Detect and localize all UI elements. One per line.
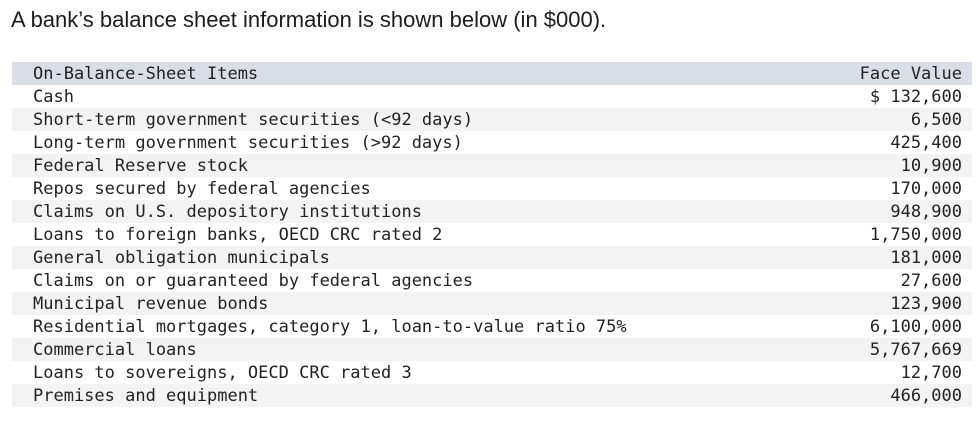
row-value: 12,700 <box>900 362 962 383</box>
row-value: $ 132,600 <box>869 86 962 107</box>
row-value: 6,100,000 <box>869 316 962 337</box>
row-item: Premises and equipment <box>33 385 259 406</box>
table-header-row: On-Balance-Sheet Items Face Value <box>12 62 972 85</box>
table-row: Loans to sovereigns, OECD CRC rated 3 12… <box>12 361 972 384</box>
row-value: 1,750,000 <box>869 224 962 245</box>
row-item: Claims on U.S. depository institutions <box>33 201 422 222</box>
row-item: Loans to sovereigns, OECD CRC rated 3 <box>33 362 412 383</box>
balance-sheet-table: On-Balance-Sheet Items Face Value Cash $… <box>12 62 972 407</box>
row-item: Cash <box>33 86 74 107</box>
row-value: 5,767,669 <box>869 339 962 360</box>
table-row: General obligation municipals 181,000 <box>12 246 972 269</box>
row-item: Residential mortgages, category 1, loan-… <box>33 316 627 337</box>
header-face-value: Face Value <box>859 63 962 84</box>
table-row: Short-term government securities (<92 da… <box>12 108 972 131</box>
row-item: Municipal revenue bonds <box>33 293 269 314</box>
row-value: 425,400 <box>890 132 962 153</box>
row-item: General obligation municipals <box>33 247 330 268</box>
row-item: Repos secured by federal agencies <box>33 178 371 199</box>
table-row: Premises and equipment 466,000 <box>12 384 972 407</box>
row-value: 948,900 <box>890 201 962 222</box>
intro-text: A bank’s balance sheet information is sh… <box>11 7 607 32</box>
row-item: Claims on or guaranteed by federal agenc… <box>33 270 474 291</box>
row-value: 181,000 <box>890 247 962 268</box>
table-row: Claims on or guaranteed by federal agenc… <box>12 269 972 292</box>
row-item: Federal Reserve stock <box>33 155 248 176</box>
row-value: 27,600 <box>900 270 962 291</box>
table-row: Repos secured by federal agencies 170,00… <box>12 177 972 200</box>
row-item: Short-term government securities (<92 da… <box>33 109 474 130</box>
table-row: Long-term government securities (>92 day… <box>12 131 972 154</box>
row-item: Long-term government securities (>92 day… <box>33 132 463 153</box>
table-row: Claims on U.S. depository institutions 9… <box>12 200 972 223</box>
row-item: Loans to foreign banks, OECD CRC rated 2 <box>33 224 443 245</box>
row-item: Commercial loans <box>33 339 197 360</box>
row-value: 170,000 <box>890 178 962 199</box>
row-value: 10,900 <box>900 155 962 176</box>
table-row: Residential mortgages, category 1, loan-… <box>12 315 972 338</box>
table-row: Commercial loans 5,767,669 <box>12 338 972 361</box>
row-value: 123,900 <box>890 293 962 314</box>
row-value: 466,000 <box>890 385 962 406</box>
header-items: On-Balance-Sheet Items <box>33 63 259 84</box>
table-row: Federal Reserve stock 10,900 <box>12 154 972 177</box>
table-row: Cash $ 132,600 <box>12 85 972 108</box>
row-value: 6,500 <box>910 109 962 130</box>
table-row: Loans to foreign banks, OECD CRC rated 2… <box>12 223 972 246</box>
table-row: Municipal revenue bonds 123,900 <box>12 292 972 315</box>
